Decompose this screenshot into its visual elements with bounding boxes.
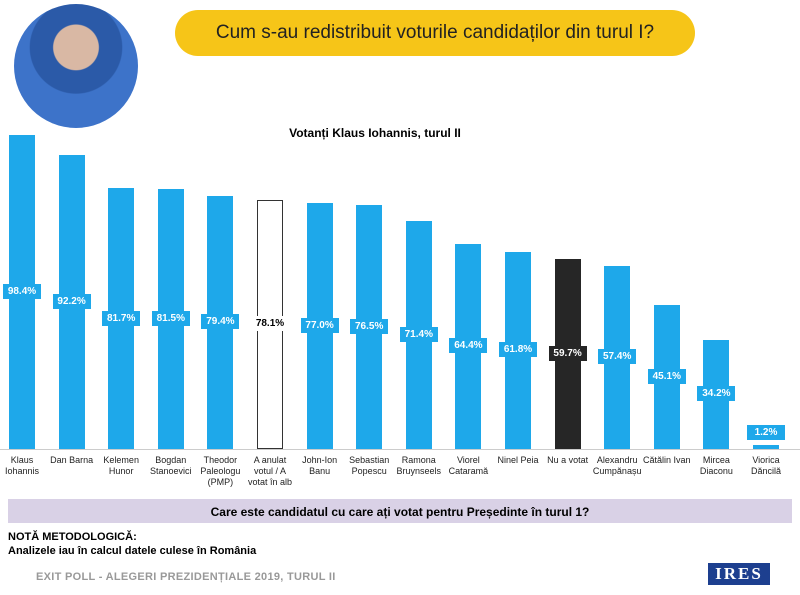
x-tick-label: Mircea Diaconu — [699, 455, 733, 476]
value-label: 45.1% — [647, 369, 686, 385]
axis-line — [0, 449, 800, 450]
x-tick-label: Alexandru Cumpănașu — [592, 455, 642, 476]
footer: EXIT POLL - ALEGERI PREZIDENȚIALE 2019, … — [36, 571, 336, 583]
value-label: 98.4% — [3, 284, 41, 300]
value-label: 1.2% — [747, 425, 785, 441]
x-tick-label: Theodor Paleologu (PMP) — [200, 455, 241, 487]
x-tick-label: Dan Barna — [50, 455, 94, 465]
x-tick-label: Sebastian Popescu — [349, 455, 390, 476]
value-label: 81.7% — [102, 310, 141, 326]
portrait — [14, 4, 138, 128]
value-label: 64.4% — [449, 338, 488, 354]
x-tick-label: Ramona Bruynseels — [396, 455, 442, 476]
x-tick-label: Klaus Iohannis — [4, 455, 40, 476]
logo: IRES — [708, 563, 770, 585]
value-label: 81.5% — [151, 311, 190, 326]
value-label: 77.0% — [300, 318, 339, 334]
value-label: 59.7% — [548, 345, 587, 361]
value-label: 61.8% — [499, 342, 537, 358]
value-label: 92.2% — [52, 293, 91, 309]
x-tick-label: Nu a votat — [547, 455, 589, 465]
value-label: 71.4% — [399, 327, 438, 343]
x-tick-label: Cătălin Ivan — [643, 455, 691, 465]
x-tick-label: A anulat votul / A votat în alb — [247, 455, 293, 487]
title-pill — [175, 10, 695, 56]
chart-subtitle: Votanți Klaus Iohannis, turul II — [289, 126, 461, 140]
value-label: 78.1% — [251, 316, 289, 332]
x-tick-label: Bogdan Stanoevici — [150, 455, 192, 476]
value-label: 79.4% — [201, 314, 240, 330]
value-label: 34.2% — [697, 386, 736, 402]
x-tick-label: John-Ion Banu — [302, 455, 338, 476]
x-axis-label: Care este candidatul cu care ați votat p… — [210, 505, 590, 519]
note-text: Analizele iau în calcul datele culese în… — [8, 545, 257, 557]
bar — [753, 445, 779, 449]
x-tick-label: Viorel Cataramă — [448, 455, 489, 476]
value-label: 57.4% — [598, 349, 637, 365]
x-tick-label: Viorica Dăncilă — [750, 455, 781, 476]
note-title: NOTĂ METODOLOGICĂ: — [8, 531, 137, 543]
value-label: 76.5% — [350, 318, 389, 334]
chart-title: Cum s-au redistribuit voturile candidați… — [215, 22, 655, 43]
x-tick-label: Kelemen Hunor — [103, 455, 139, 476]
x-axis-bar — [8, 499, 792, 523]
x-tick-label: Ninel Peia — [497, 455, 539, 465]
